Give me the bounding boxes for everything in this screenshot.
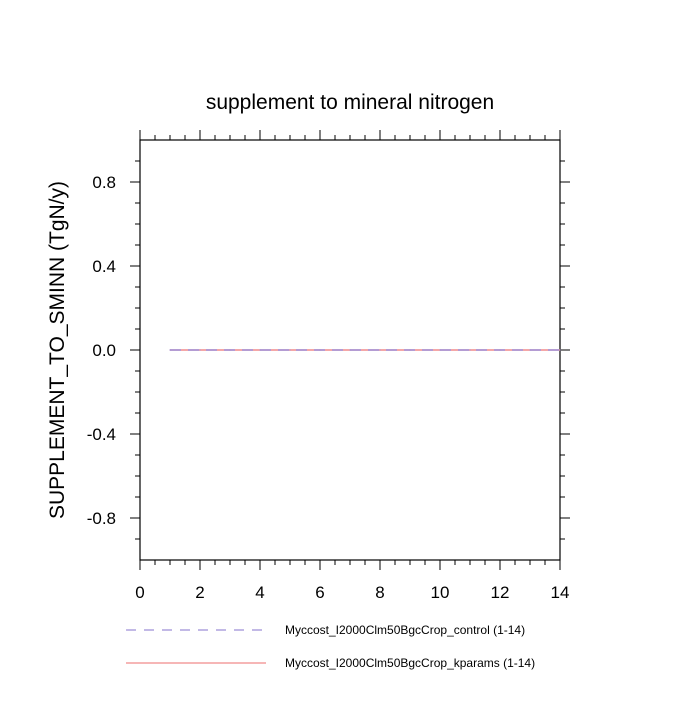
y-axis-label: SUPPLEMENT_TO_SMINN (TgN/y) xyxy=(46,181,69,519)
data-point xyxy=(259,349,261,351)
x-tick-label: 14 xyxy=(551,583,570,602)
data-point xyxy=(319,349,321,351)
data-point xyxy=(379,349,381,351)
series-lines xyxy=(169,349,561,351)
x-tick-label: 12 xyxy=(491,583,510,602)
data-point xyxy=(469,349,471,351)
data-point xyxy=(439,349,441,351)
data-point xyxy=(499,349,501,351)
y-tick-label: 0.8 xyxy=(92,173,116,192)
y-tick-label: -0.4 xyxy=(87,425,116,444)
x-tick-label: 8 xyxy=(375,583,384,602)
data-point xyxy=(529,349,531,351)
legend: Myccost_I2000Clm50BgcCrop_control (1-14)… xyxy=(126,623,535,670)
data-point xyxy=(199,349,201,351)
data-point xyxy=(409,349,411,351)
data-point xyxy=(559,349,561,351)
x-tick-label: 2 xyxy=(195,583,204,602)
axes: 0 2 4 6 8 10 12 14 -0.8 -0.4 0.0 0.4 0.8 xyxy=(87,130,570,602)
y-tick-label: -0.8 xyxy=(87,509,116,528)
legend-label-1: Myccost_I2000Clm50BgcCrop_control (1-14) xyxy=(285,623,525,637)
x-tick-label: 4 xyxy=(255,583,264,602)
y-tick-label: 0.0 xyxy=(92,341,116,360)
chart-title: supplement to mineral nitrogen xyxy=(206,91,494,114)
x-tick-label: 6 xyxy=(315,583,324,602)
x-tick-label: 0 xyxy=(135,583,144,602)
legend-label-2: Myccost_I2000Clm50BgcCrop_kparams (1-14) xyxy=(285,656,535,670)
data-point xyxy=(169,349,171,351)
y-tick-label: 0.4 xyxy=(92,257,116,276)
x-tick-label: 10 xyxy=(431,583,450,602)
data-point xyxy=(229,349,231,351)
data-point xyxy=(289,349,291,351)
data-point xyxy=(349,349,351,351)
